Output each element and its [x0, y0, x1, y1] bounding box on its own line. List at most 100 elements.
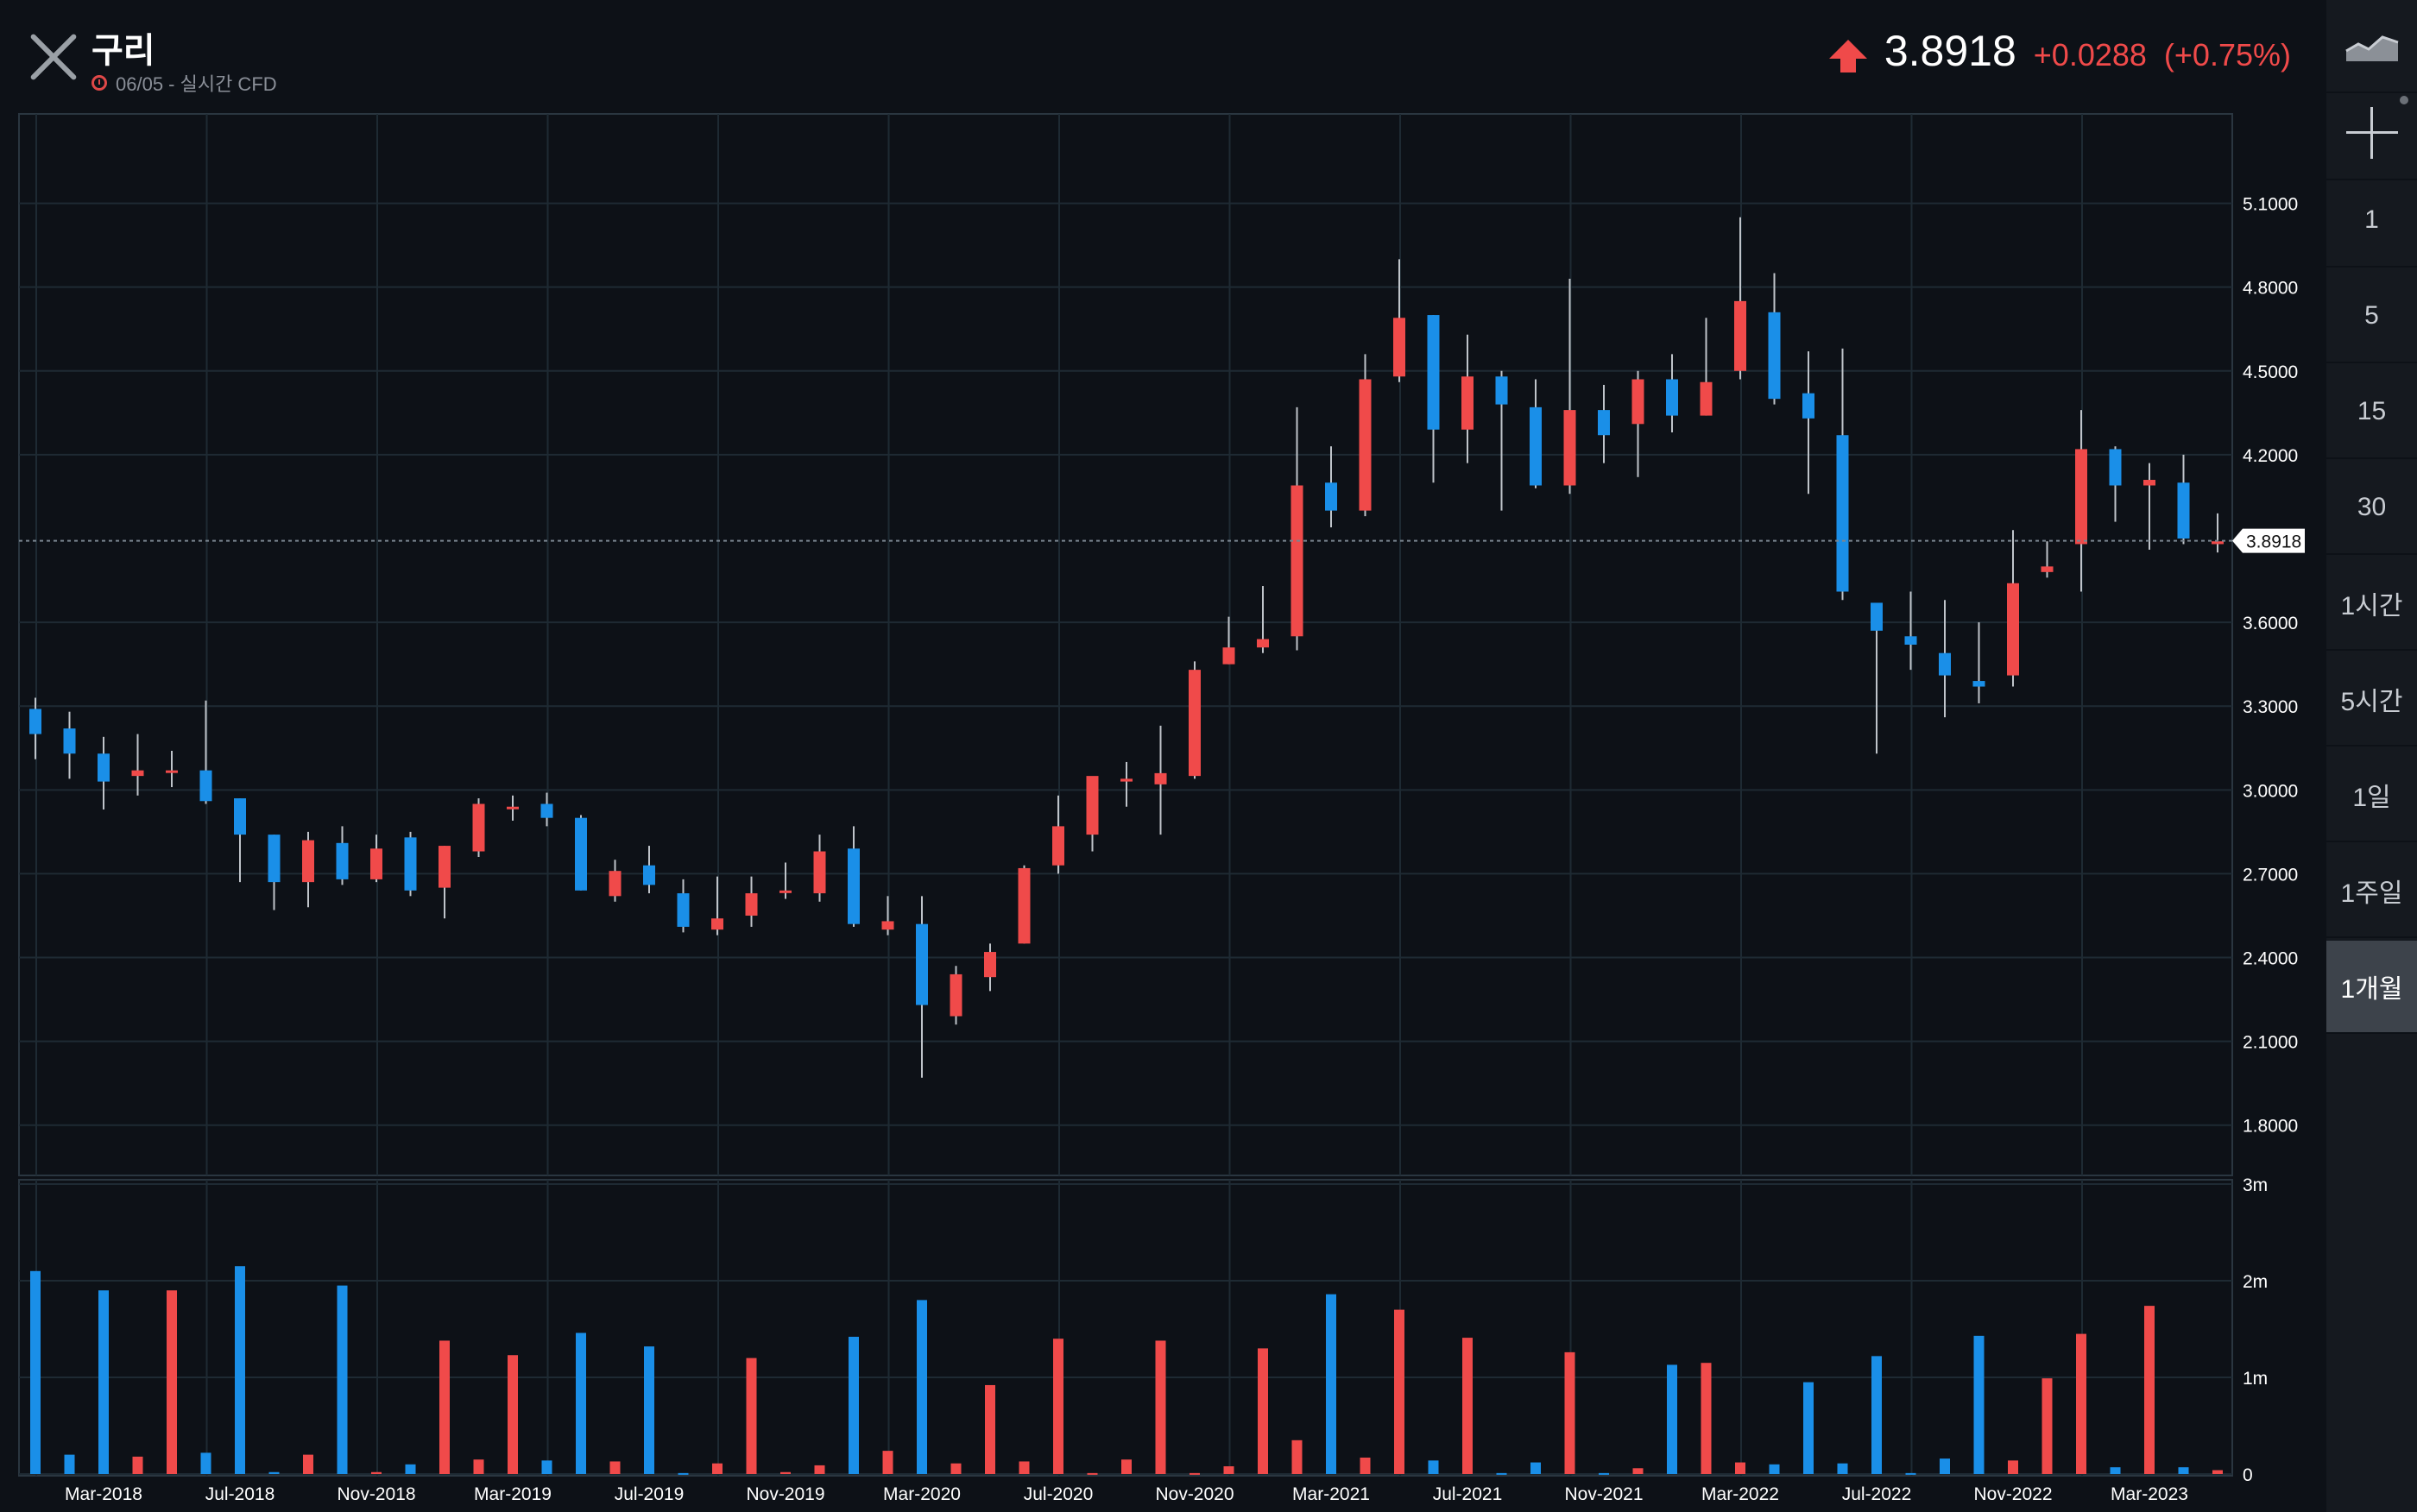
- volume-bar: [1973, 1335, 1985, 1474]
- volume-bar: [985, 1384, 995, 1474]
- y-tick-label: 3.0000: [2243, 781, 2298, 801]
- volume-bar: [1326, 1294, 1336, 1474]
- candle-body: [199, 770, 212, 802]
- volume-bar: [132, 1456, 143, 1474]
- candle-body: [2212, 541, 2224, 545]
- candlestick-chart[interactable]: 5.1000 4.8000 4.5000 4.2000 3.6000 3.3000 3.00…: [0, 0, 2324, 1512]
- volume-bar: [644, 1346, 654, 1474]
- price-box: 3.8918 +0.0288 (+0.75%): [1828, 26, 2291, 76]
- candle-body: [1598, 410, 1610, 436]
- candle-body: [1530, 406, 1542, 486]
- volume-bar: [1735, 1462, 1745, 1474]
- timeframe-label: 30: [2357, 493, 2387, 521]
- timeframe-6[interactable]: 5시간: [2326, 653, 2417, 747]
- candle-body: [1563, 410, 1576, 486]
- y-tick-label: 1.8000: [2243, 1117, 2298, 1137]
- candle-body: [984, 952, 996, 978]
- candle-body: [1666, 379, 1678, 416]
- volume-bar: [64, 1454, 75, 1474]
- candle-body: [575, 817, 587, 891]
- volume-bar: [746, 1358, 757, 1474]
- candle-body: [1972, 681, 1985, 687]
- x-tick-label: Nov-2021: [1564, 1484, 1643, 1504]
- candle-body: [1802, 393, 1814, 419]
- timeframe-label: 1: [2364, 205, 2379, 234]
- y-tick-label: 4.5000: [2243, 362, 2298, 382]
- y-tick-label: 2.7000: [2243, 865, 2298, 885]
- current-price-label: 3.8918: [2246, 532, 2301, 552]
- candle-body: [507, 806, 519, 810]
- timeframe-7[interactable]: 1일: [2326, 749, 2417, 842]
- candle-body: [1461, 376, 1474, 430]
- x-tick-label: Nov-2019: [746, 1484, 824, 1504]
- y-tick-label: 3.3000: [2243, 697, 2298, 717]
- volume-bar: [1462, 1338, 1473, 1474]
- candle-body: [1768, 312, 1781, 400]
- candle-body: [1052, 826, 1064, 866]
- last-price: 3.8918: [1884, 27, 2016, 75]
- volume-panel-border: [18, 1179, 2233, 1477]
- volume-bar: [2144, 1306, 2155, 1474]
- candle-body: [1257, 639, 1269, 648]
- subtitle-text: 06/05 - 실시간 CFD: [116, 73, 277, 95]
- x-tick-label: Mar-2023: [2111, 1484, 2188, 1504]
- candle-body: [1904, 636, 1917, 645]
- candle-body: [29, 709, 41, 734]
- candle-body: [677, 893, 690, 927]
- volume-tick-label: 3m: [2243, 1175, 2268, 1195]
- crosshair-button[interactable]: [2326, 87, 2417, 180]
- volume-bar: [1394, 1309, 1404, 1474]
- timeframe-4[interactable]: 30: [2326, 462, 2417, 555]
- x-tick-label: Nov-2018: [337, 1484, 415, 1504]
- candle-body: [1154, 772, 1167, 784]
- candle-body: [1427, 315, 1440, 430]
- x-tick-label: Jul-2022: [1842, 1484, 1912, 1504]
- timeframe-2[interactable]: 5: [2326, 270, 2417, 363]
- timeframe-3[interactable]: 15: [2326, 366, 2417, 459]
- candle-body: [813, 851, 826, 894]
- dot-icon: [2400, 96, 2408, 104]
- candle-body: [2075, 449, 2087, 545]
- area-chart-icon: [2344, 35, 2398, 61]
- x-tick-label: Jul-2019: [615, 1484, 685, 1504]
- volume-bar: [473, 1459, 484, 1474]
- volume-tick-label: 2m: [2243, 1272, 2268, 1292]
- volume-bar: [1701, 1363, 1712, 1474]
- price-change-pct: (+0.75%): [2163, 37, 2291, 72]
- volume-bar: [780, 1471, 791, 1474]
- chart-type-button[interactable]: [2326, 0, 2417, 93]
- candle-body: [1359, 379, 1372, 511]
- volume-bar: [1837, 1463, 1848, 1474]
- timeframe-label: 15: [2357, 397, 2387, 425]
- y-tick-label: 5.1000: [2243, 195, 2298, 215]
- candle-body: [950, 973, 962, 1017]
- candle-body: [166, 770, 178, 773]
- volume-bar: [1291, 1440, 1303, 1474]
- candle-body: [1018, 867, 1031, 944]
- volume-bar: [200, 1452, 211, 1474]
- timeframe-8[interactable]: 1주일: [2326, 845, 2417, 938]
- volume-bar: [1019, 1461, 1030, 1474]
- candle-body: [1086, 776, 1099, 835]
- timeframe-5[interactable]: 1시간: [2326, 558, 2417, 651]
- volume-bar: [1905, 1472, 1916, 1475]
- candle-body: [63, 728, 76, 754]
- volume-bar: [576, 1332, 586, 1474]
- candle-body: [711, 918, 723, 930]
- volume-bar: [1803, 1382, 1814, 1474]
- candle-body: [540, 803, 553, 818]
- candle-body: [98, 753, 110, 782]
- y-tick-label: 4.8000: [2243, 279, 2298, 299]
- candle-body: [131, 770, 144, 777]
- volume-bar: [30, 1270, 41, 1474]
- volume-bar: [98, 1290, 109, 1474]
- volume-bar: [609, 1461, 621, 1474]
- timeframe-1[interactable]: 1: [2326, 174, 2417, 268]
- x-tick-label: Mar-2019: [474, 1484, 552, 1504]
- volume-tick-label: 1m: [2243, 1369, 2268, 1389]
- volume-bar: [882, 1451, 893, 1474]
- timeframe-9[interactable]: 1개월: [2326, 941, 2417, 1034]
- candle-body: [916, 923, 928, 1005]
- volume-bar: [508, 1355, 518, 1474]
- candle-body: [1189, 670, 1201, 777]
